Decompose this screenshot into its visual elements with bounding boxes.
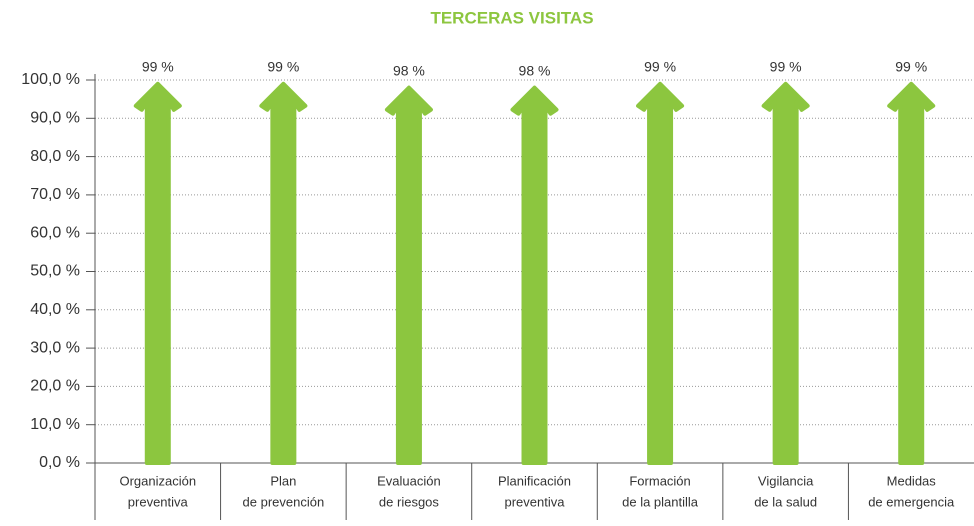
y-tick-label: 70,0 % (30, 186, 80, 203)
y-tick-label: 30,0 % (30, 339, 80, 356)
arrow-bar (887, 81, 936, 465)
arrow-bar (761, 81, 810, 465)
y-tick-label: 90,0 % (30, 110, 80, 127)
x-tick-label: de prevención (243, 494, 325, 509)
y-tick-label: 100,0 % (21, 71, 80, 88)
arrow-bar (636, 81, 685, 465)
x-tick-label: de la plantilla (622, 494, 699, 509)
arrow-bar (510, 85, 559, 465)
y-tick-label: 40,0 % (30, 301, 80, 318)
value-label: 98 % (393, 62, 425, 78)
x-tick-label: preventiva (128, 494, 189, 509)
arrow-bar (384, 85, 433, 465)
x-tick-label: preventiva (505, 494, 566, 509)
y-tick-label: 0,0 % (39, 454, 80, 471)
value-label: 99 % (142, 59, 174, 75)
x-tick-label: de riesgos (379, 494, 439, 509)
arrow-bar (133, 81, 182, 465)
value-label: 99 % (895, 59, 927, 75)
chart-title: TERCERAS VISITAS (430, 8, 593, 27)
x-tick-label: Medidas (887, 473, 937, 488)
y-tick-label: 50,0 % (30, 263, 80, 280)
x-tick-label: Formación (629, 473, 690, 488)
y-tick-label: 80,0 % (30, 148, 80, 165)
x-tick-label: Plan (270, 473, 296, 488)
value-label: 99 % (644, 59, 676, 75)
value-label: 99 % (267, 59, 299, 75)
x-tick-label: Planificación (498, 473, 571, 488)
y-tick-label: 20,0 % (30, 378, 80, 395)
y-tick-label: 60,0 % (30, 224, 80, 241)
arrow-bar (259, 81, 308, 465)
x-tick-label: Vigilancia (758, 473, 814, 488)
x-tick-label: de emergencia (868, 494, 955, 509)
x-tick-label: de la salud (754, 494, 817, 509)
value-label: 99 % (770, 59, 802, 75)
x-tick-label: Organización (119, 473, 196, 488)
value-label: 98 % (519, 62, 551, 78)
y-tick-label: 10,0 % (30, 416, 80, 433)
x-tick-label: Evaluación (377, 473, 441, 488)
